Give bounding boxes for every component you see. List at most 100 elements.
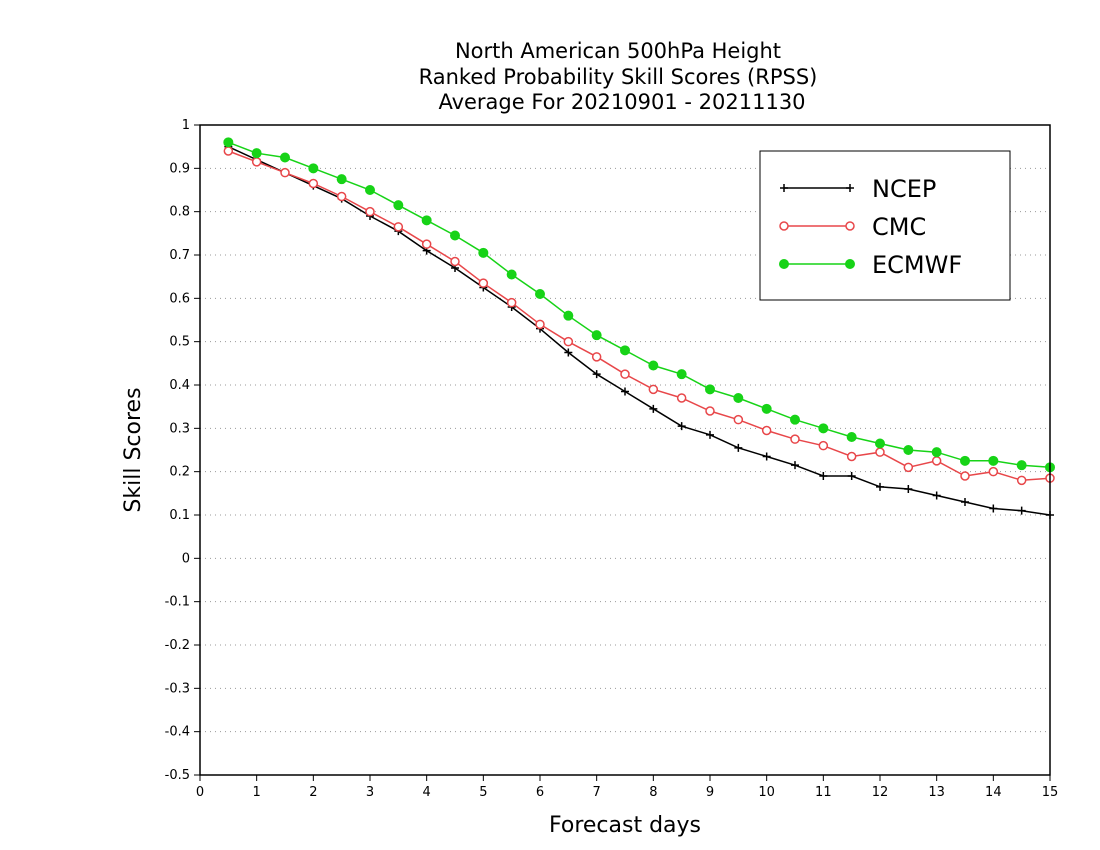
x-tick-label: 5	[479, 785, 487, 800]
y-tick-label: 0.8	[169, 205, 190, 220]
legend-marker-cmc	[779, 221, 789, 231]
data-point-ecmwf	[988, 455, 999, 466]
y-axis-ticks: -0.5 -0.4 -0.3 -0.2 -0.1 0 0.1 0.2 0.3 0.4 0.5 0.6 0…	[165, 118, 200, 783]
data-point-cmc	[336, 191, 347, 202]
chart-title-line-3: Average For 20210901 - 20211130	[438, 90, 805, 114]
data-point-ecmwf	[903, 445, 914, 455]
data-point-ecmwf	[931, 447, 942, 458]
data-point-ncep	[904, 485, 913, 493]
x-tick-label: 2	[309, 785, 317, 800]
data-point-ecmwf	[393, 200, 404, 211]
y-tick-label: 0.7	[169, 248, 190, 263]
data-point-cmc	[223, 146, 234, 156]
data-point-ecmwf	[251, 148, 262, 159]
data-point-ecmwf	[506, 269, 517, 280]
data-point-ncep	[677, 422, 686, 431]
data-point-cmc	[393, 222, 404, 232]
data-point-cmc	[818, 440, 829, 451]
data-point-cmc	[506, 297, 517, 308]
data-point-ecmwf	[1016, 460, 1027, 471]
data-point-ecmwf	[818, 423, 829, 434]
data-point-cmc	[676, 393, 687, 403]
data-point-cmc	[903, 462, 914, 473]
data-point-cmc	[450, 256, 460, 267]
data-point-cmc	[648, 384, 659, 395]
y-tick-label: 0.3	[169, 421, 190, 436]
data-point-ncep	[592, 370, 601, 379]
data-point-ecmwf	[563, 310, 574, 321]
x-tick-label: 3	[366, 785, 374, 800]
data-point-ecmwf	[960, 455, 970, 466]
series-cmc	[223, 146, 1055, 486]
legend-label-cmc: CMC	[872, 213, 926, 241]
data-point-ecmwf	[620, 345, 630, 356]
x-tick-label: 13	[928, 785, 945, 800]
y-tick-label: 0.2	[169, 465, 190, 480]
chart-title: North American 500hPa Height Ranked Prob…	[419, 39, 818, 114]
legend-item-ncep: NCEP	[780, 175, 936, 203]
data-point-ncep	[762, 452, 771, 461]
data-point-cmc	[620, 369, 630, 379]
x-tick-label: 15	[1042, 785, 1059, 800]
y-tick-label: 0.4	[169, 378, 190, 393]
data-point-cmc	[591, 352, 602, 362]
chart-title-line-1: North American 500hPa Height	[455, 39, 781, 63]
y-tick-label: 0	[182, 551, 190, 566]
series-ecmwf	[223, 137, 1055, 473]
x-tick-label: 4	[423, 785, 431, 800]
x-tick-label: 8	[649, 785, 657, 800]
y-axis-label: Skill Scores	[121, 387, 146, 512]
legend-marker-ecmwf	[779, 259, 789, 269]
x-tick-label: 14	[985, 785, 1002, 800]
y-tick-label: -0.5	[165, 768, 190, 783]
data-point-ncep	[819, 472, 828, 480]
data-point-ecmwf	[761, 403, 772, 414]
x-axis-ticks: 0 1 2 3 4 5 6 7 8 9 10 11 12 13 14 15	[196, 775, 1058, 800]
x-tick-label: 12	[872, 785, 889, 800]
data-point-cmc	[251, 157, 262, 167]
data-point-ecmwf	[591, 330, 602, 341]
data-point-cmc	[761, 425, 772, 436]
data-point-ecmwf	[223, 137, 234, 148]
data-point-ncep	[791, 461, 799, 470]
y-tick-label: 0.5	[169, 335, 190, 350]
data-point-ecmwf	[450, 230, 460, 241]
legend-label-ncep: NCEP	[872, 175, 936, 203]
plot-frame	[199, 124, 1051, 776]
x-axis-label: Forecast days	[549, 813, 701, 838]
data-point-ecmwf	[705, 384, 715, 395]
data-point-cmc	[960, 471, 970, 481]
data-point-cmc	[988, 466, 999, 477]
data-point-cmc	[1016, 475, 1027, 486]
y-tick-label: -0.2	[165, 638, 190, 653]
data-point-ncep	[932, 491, 941, 500]
data-point-ncep	[1017, 506, 1026, 515]
data-point-ncep	[564, 348, 573, 357]
data-point-ncep	[734, 443, 743, 452]
data-point-cmc	[705, 406, 715, 416]
data-point-cmc	[875, 447, 885, 457]
legend-marker-ncep	[846, 184, 854, 192]
data-point-cmc	[365, 206, 375, 217]
legend-label-ecmwf: ECMWF	[872, 251, 962, 279]
data-point-ecmwf	[733, 393, 744, 403]
data-point-ncep	[989, 504, 998, 513]
data-point-cmc	[308, 178, 319, 189]
y-tick-label: 0.9	[169, 161, 190, 176]
data-point-ncep	[876, 482, 884, 491]
data-point-ecmwf	[790, 414, 800, 425]
y-tick-label: 1	[182, 118, 190, 133]
data-point-ncep	[847, 472, 856, 480]
data-point-ecmwf	[846, 432, 857, 442]
x-tick-label: 6	[536, 785, 544, 800]
data-point-ecmwf	[648, 360, 659, 371]
data-point-cmc	[478, 278, 489, 288]
data-point-ecmwf	[478, 247, 489, 258]
data-point-cmc	[733, 414, 744, 425]
chart-title-line-2: Ranked Probability Skill Scores (RPSS)	[419, 65, 818, 89]
x-tick-label: 9	[706, 785, 714, 800]
data-point-ecmwf	[535, 289, 545, 299]
data-point-ecmwf	[421, 215, 432, 226]
series-line-cmc	[228, 150, 1051, 482]
